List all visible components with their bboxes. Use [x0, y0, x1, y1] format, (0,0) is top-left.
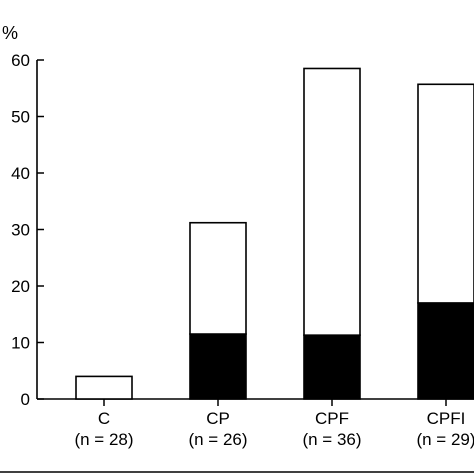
y-tick-label: 0: [21, 390, 30, 409]
bar-segment-cpf-dark: [303, 334, 361, 400]
bar-segment-cp-dark: [189, 333, 247, 400]
x-category-label: CP: [206, 409, 230, 428]
x-category-n-label: (n = 28): [74, 430, 133, 449]
y-tick-label: 20: [11, 277, 30, 296]
y-axis-ticks: 0 10 20 30 40 50 60: [11, 51, 44, 409]
bars: [75, 67, 474, 400]
x-category-n-label: (n = 29): [416, 430, 474, 449]
bar-segment-cp-light: [189, 221, 247, 335]
y-tick-label: 60: [11, 51, 30, 70]
bar-segment-c-light: [75, 375, 133, 400]
x-category-label: C: [98, 409, 110, 428]
bar-segment-cpf-light: [303, 67, 361, 336]
axes: [36, 60, 474, 400]
x-category-label: CPF: [315, 409, 349, 428]
y-tick-label: 10: [11, 334, 30, 353]
x-category-n-label: (n = 36): [302, 430, 361, 449]
bar-segment-cpfi-light: [417, 83, 474, 304]
x-axis-labels: C (n = 28) CP (n = 26) CPF (n = 36) CPFI (n = 2…: [74, 399, 474, 449]
x-category-label: CPFI: [427, 409, 466, 428]
x-category-n-label: (n = 26): [188, 430, 247, 449]
bar-segment-cpfi-dark: [417, 302, 474, 400]
y-tick-label: 40: [11, 164, 30, 183]
y-axis-unit-label: %: [2, 23, 18, 43]
y-tick-label: 30: [11, 221, 30, 240]
y-tick-label: 50: [11, 108, 30, 127]
